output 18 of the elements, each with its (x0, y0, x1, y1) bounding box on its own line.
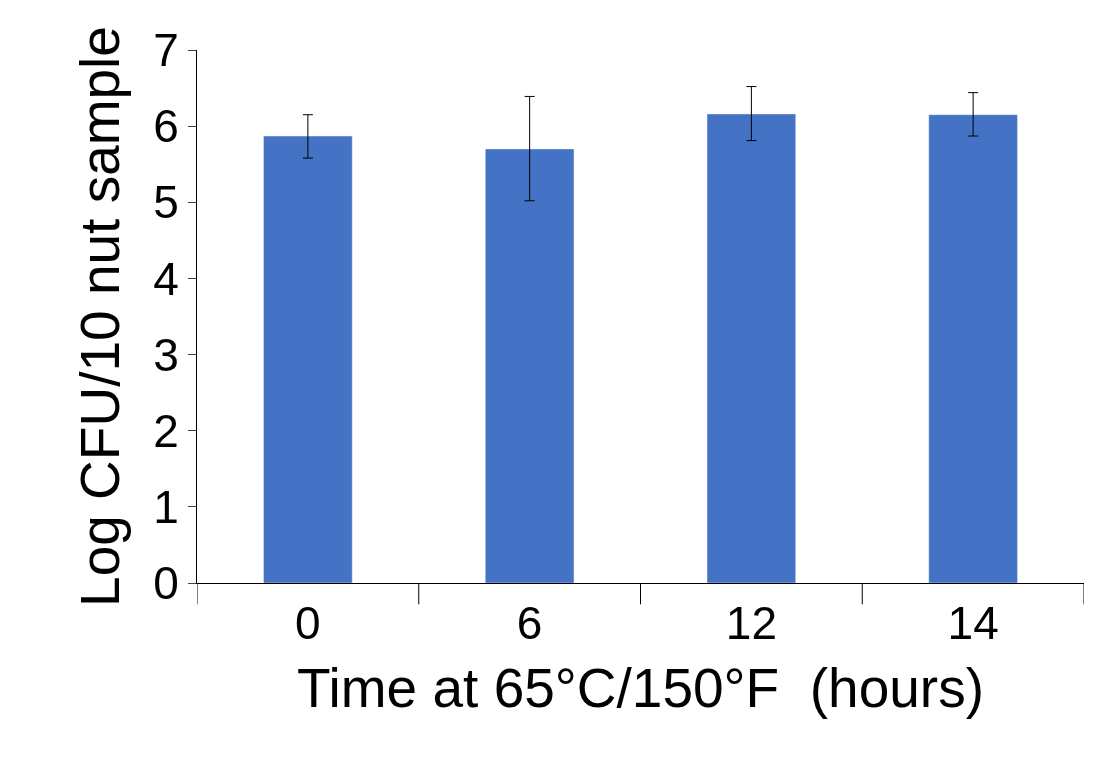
y-tick-label: 4 (153, 252, 179, 305)
y-tick-label: 5 (153, 176, 179, 229)
x-tick-label: 12 (725, 597, 777, 650)
bar (928, 114, 1018, 583)
y-tick-label: 3 (153, 328, 179, 381)
y-tick-label: 2 (153, 404, 179, 457)
y-tick-label: 1 (153, 480, 179, 533)
y-tick-label: 7 (153, 24, 179, 77)
x-tick-label: 6 (516, 597, 543, 650)
y-tick-label: 0 (153, 557, 179, 610)
x-axis-title: Time at 65°C/150°F (hours) (297, 657, 984, 720)
x-tick-label: 0 (295, 597, 321, 650)
bar (485, 148, 575, 583)
bar (263, 135, 353, 583)
y-tick-label: 6 (153, 100, 179, 153)
x-tick-label: 14 (947, 597, 999, 650)
y-axis-title: Log CFU/10 nut sample (69, 26, 132, 607)
bar (706, 113, 796, 583)
